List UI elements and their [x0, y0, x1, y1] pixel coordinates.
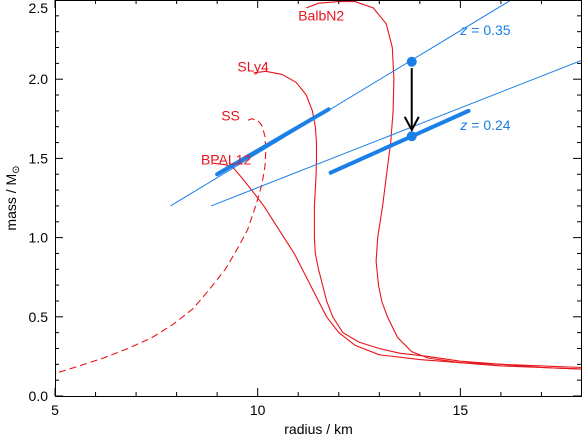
- arrow-group: [403, 68, 420, 132]
- z-line-thin: [210, 59, 582, 207]
- z-line-thin: [170, 0, 512, 207]
- data-points: [406, 56, 417, 142]
- curve-label-balbn2: BalbN2: [298, 8, 344, 24]
- y-tick-label: 2.0: [29, 71, 49, 87]
- z-label: z = 0.35: [459, 22, 510, 38]
- axis-ticks: [54, 0, 582, 397]
- y-axis-title-main: mass / M: [3, 174, 19, 231]
- x-tick-label: 15: [453, 402, 469, 418]
- tick-labels: 5 10 15 0.0 0.5 1.0 1.5 2.0 2.5: [29, 0, 469, 418]
- eos-curve-ss: [58, 118, 267, 373]
- eos-curves: [58, 1, 582, 373]
- z-label: z = 0.24: [459, 117, 510, 133]
- y-tick-label: 1.5: [29, 150, 49, 166]
- eos-curve-sly4: [253, 70, 582, 370]
- y-axis-title: mass / M⊙: [3, 165, 22, 230]
- x-axis-title: radius / km: [284, 421, 352, 437]
- x-tick-label: 5: [51, 402, 59, 418]
- z-value: = 0.24: [467, 117, 510, 133]
- data-point: [406, 131, 417, 142]
- z-line-thick: [215, 107, 331, 177]
- z-symbol: z: [459, 22, 467, 38]
- z-symbol: z: [459, 117, 467, 133]
- plot-frame: [55, 0, 582, 397]
- z-line-thick: [328, 108, 471, 175]
- y-tick-label: 0.5: [29, 309, 49, 325]
- curve-label-sly4: SLy4: [237, 58, 269, 74]
- data-point: [406, 56, 417, 67]
- x-tick-label: 10: [250, 402, 266, 418]
- eos-curve-bpal12: [213, 162, 582, 369]
- y-axis-title-subscript: ⊙: [11, 165, 22, 173]
- arrow-head: [403, 116, 420, 132]
- curve-label-ss: SS: [221, 107, 240, 123]
- eos-curve-balbn2: [306, 1, 582, 370]
- curve-label-bpal12: BPAL12: [201, 152, 252, 168]
- redshift-lines: [170, 0, 582, 207]
- z-value: = 0.35: [467, 22, 510, 38]
- y-tick-label: 1.0: [29, 230, 49, 246]
- y-tick-label: 2.5: [29, 0, 49, 16]
- y-tick-label: 0.0: [29, 388, 49, 404]
